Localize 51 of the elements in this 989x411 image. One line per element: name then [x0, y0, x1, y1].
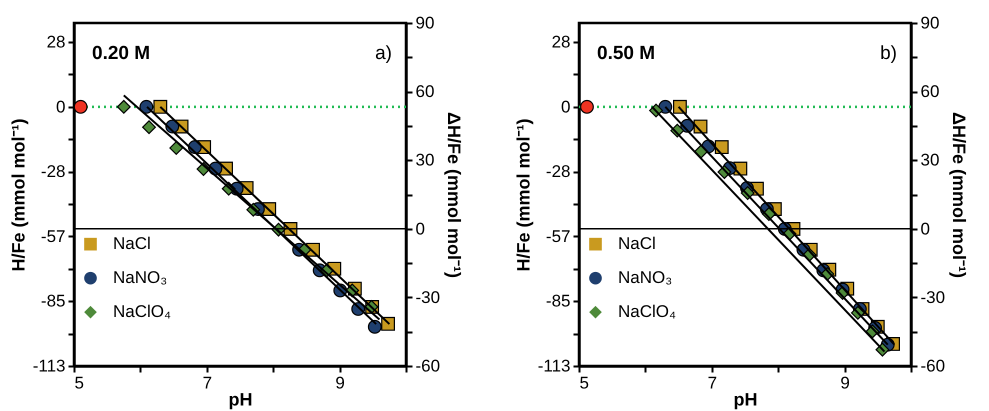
y-axis-title: H/Fe (mmol mol⁻¹): [8, 118, 29, 272]
y-tick-label: -85: [40, 292, 66, 311]
y-tick-label: 28: [552, 32, 570, 52]
legend-label: NaCl: [113, 234, 151, 254]
point: [116, 100, 131, 114]
point: [142, 120, 156, 134]
x-tick-label: 5: [580, 374, 589, 392]
y2-tick-label: 90: [416, 14, 434, 32]
y-tick-label: -28: [40, 162, 66, 182]
y2-tick-label: 60: [416, 82, 434, 102]
x-tick-label: 9: [335, 374, 345, 392]
y2-tick-label: 30: [920, 150, 940, 170]
y2-tick-label: -60: [416, 356, 440, 376]
y2-axis-title: ΔH/Fe (mmol mol⁻¹): [949, 112, 970, 278]
legend-label: NaNO₃: [618, 268, 672, 288]
y-tick-label: -113: [538, 356, 570, 376]
point: [74, 100, 88, 114]
y2-tick-label: -60: [920, 356, 946, 376]
y-tick-label: 0: [561, 97, 570, 116]
y-tick-label: -57: [40, 226, 66, 246]
y-tick-label: 28: [46, 32, 66, 52]
y2-tick-label: -30: [416, 288, 440, 307]
annotation: 0.50 M: [597, 43, 656, 64]
legend-label: NaNO₃: [113, 268, 168, 288]
y2-tick-label: 0: [920, 219, 930, 238]
y-axis-title: H/Fe (mmol mol⁻¹): [514, 118, 534, 272]
y2-tick-label: 30: [416, 150, 434, 170]
annotation: a): [375, 43, 392, 64]
x-axis-title: pH: [228, 390, 252, 410]
y2-tick-label: 0: [416, 219, 425, 238]
legend-label: NaCl: [618, 234, 656, 254]
point: [580, 100, 594, 114]
annotation: b): [880, 43, 897, 64]
point: [368, 320, 382, 334]
annotation: 0.20 M: [92, 43, 150, 64]
y2-tick-label: 90: [920, 14, 940, 32]
y-tick-label: -113: [32, 356, 66, 376]
y-tick-label: -85: [546, 292, 570, 311]
legend-label: NaClO₄: [113, 302, 172, 322]
x-tick-label: 7: [708, 374, 718, 392]
y2-tick-label: 60: [920, 82, 940, 102]
x-axis-title: pH: [734, 390, 758, 410]
x-tick-label: 5: [74, 374, 84, 392]
legend-label: NaClO₄: [618, 302, 676, 322]
y-tick-label: -57: [546, 226, 570, 246]
y2-axis-title: ΔH/Fe (mmol mol⁻¹): [444, 112, 464, 278]
y2-tick-label: -30: [920, 288, 946, 307]
x-tick-label: 9: [840, 374, 850, 392]
y-tick-label: -28: [546, 162, 570, 182]
x-tick-label: 7: [202, 374, 212, 392]
y-tick-label: 0: [56, 97, 66, 116]
